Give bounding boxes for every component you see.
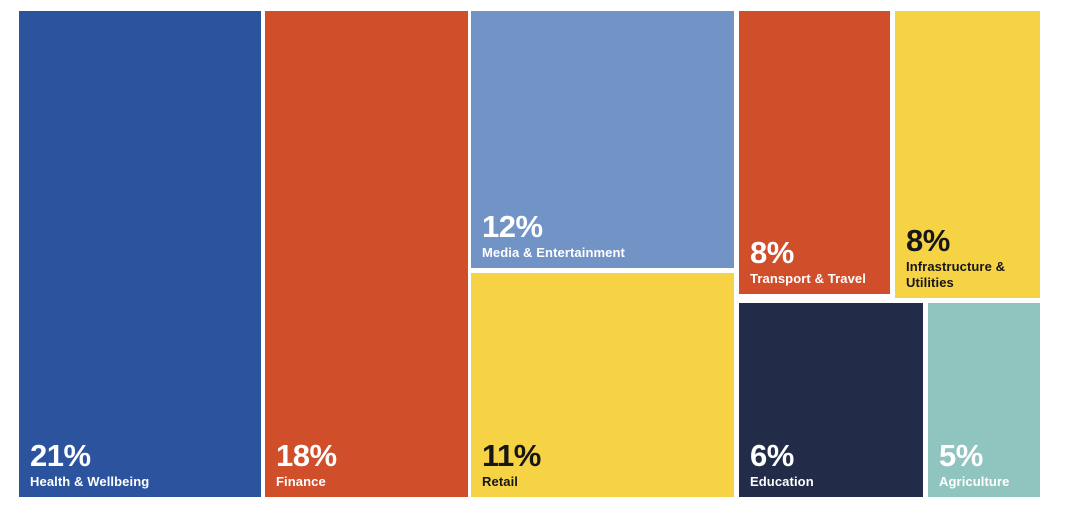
tile-percent: 18% <box>276 437 337 473</box>
tile-label: Infrastructure & Utilities <box>906 259 1006 290</box>
tile-label: Finance <box>276 473 326 489</box>
tile-label: Transport & Travel <box>750 270 866 286</box>
treemap-tile-health-wellbeing: 21% Health & Wellbeing <box>19 11 261 497</box>
tile-percent: 11% <box>482 437 541 473</box>
treemap-tile-infrastructure-utilities: 8% Infrastructure & Utilities <box>895 11 1040 298</box>
tile-percent: 8% <box>906 223 950 259</box>
treemap-tile-education: 6% Education <box>739 303 923 497</box>
treemap-tile-finance: 18% Finance <box>265 11 468 497</box>
tile-label: Retail <box>482 473 519 489</box>
tile-label: Education <box>750 473 814 489</box>
tile-percent: 21% <box>30 437 91 473</box>
treemap-tile-retail: 11% Retail <box>471 273 734 497</box>
treemap-tile-transport-travel: 8% Transport & Travel <box>739 11 890 294</box>
tile-percent: 5% <box>939 437 983 473</box>
tile-percent: 12% <box>482 208 543 244</box>
treemap-tile-agriculture: 5% Agriculture <box>928 303 1040 497</box>
treemap-tile-media-entertainment: 12% Media & Entertainment <box>471 11 734 268</box>
tile-percent: 8% <box>750 234 794 270</box>
tile-label: Agriculture <box>939 473 1010 489</box>
tile-label: Media & Entertainment <box>482 244 625 260</box>
tile-percent: 6% <box>750 437 794 473</box>
tile-label: Health & Wellbeing <box>30 473 150 489</box>
